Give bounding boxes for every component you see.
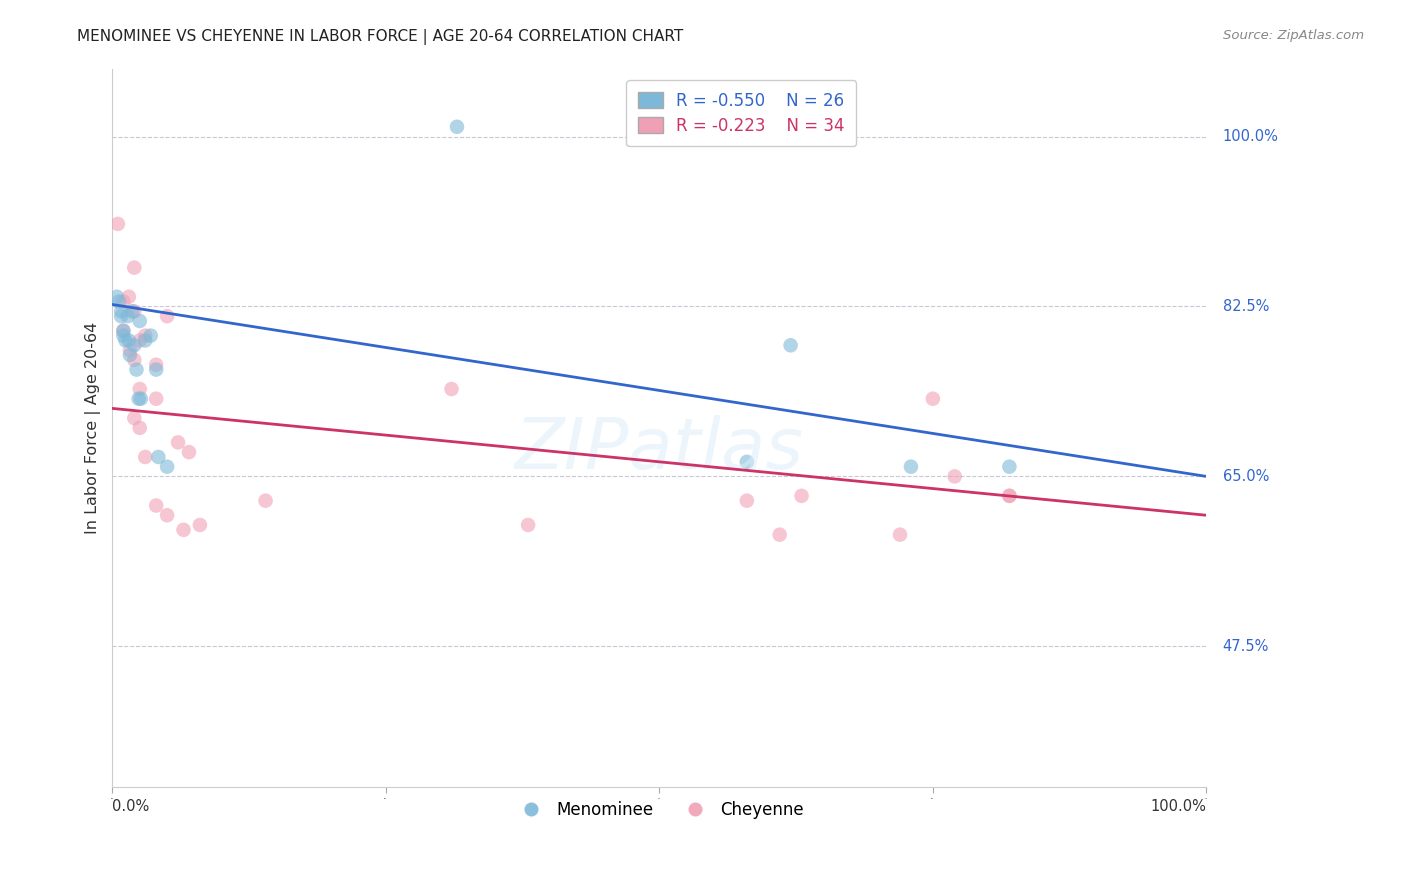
Point bbox=[735, 455, 758, 469]
Point bbox=[254, 493, 277, 508]
Text: 82.5%: 82.5% bbox=[1223, 299, 1270, 314]
Text: MENOMINEE VS CHEYENNE IN LABOR FORCE | AGE 20-64 CORRELATION CHART: MENOMINEE VS CHEYENNE IN LABOR FORCE | A… bbox=[77, 29, 683, 45]
Point bbox=[139, 328, 162, 343]
Point bbox=[921, 392, 943, 406]
Text: 65.0%: 65.0% bbox=[1223, 469, 1270, 483]
Point bbox=[118, 343, 141, 358]
Point bbox=[998, 459, 1021, 474]
Text: 0.0%: 0.0% bbox=[112, 799, 149, 814]
Text: Source: ZipAtlas.com: Source: ZipAtlas.com bbox=[1223, 29, 1364, 43]
Point bbox=[124, 304, 146, 318]
Legend: Menominee, Cheyenne: Menominee, Cheyenne bbox=[508, 794, 811, 826]
Point bbox=[108, 294, 131, 309]
Point bbox=[110, 304, 132, 318]
Text: ZIPatlas: ZIPatlas bbox=[515, 415, 804, 483]
Point bbox=[173, 523, 195, 537]
Point bbox=[145, 499, 167, 513]
Point bbox=[889, 527, 911, 541]
Point bbox=[446, 120, 468, 134]
Text: 100.0%: 100.0% bbox=[1223, 129, 1278, 144]
Point bbox=[134, 450, 156, 464]
Point bbox=[440, 382, 463, 396]
Point bbox=[128, 392, 150, 406]
Point bbox=[943, 469, 966, 483]
Point bbox=[188, 518, 211, 533]
Point bbox=[128, 382, 150, 396]
Point bbox=[129, 392, 152, 406]
Point bbox=[156, 508, 179, 523]
Point bbox=[118, 334, 141, 348]
Point bbox=[124, 338, 146, 352]
Point bbox=[900, 459, 922, 474]
Point bbox=[177, 445, 200, 459]
Point bbox=[998, 489, 1021, 503]
Point bbox=[735, 493, 758, 508]
Point bbox=[110, 309, 132, 323]
Point bbox=[145, 362, 167, 376]
Text: 100.0%: 100.0% bbox=[1150, 799, 1206, 814]
Point bbox=[124, 411, 146, 425]
Text: 47.5%: 47.5% bbox=[1223, 639, 1270, 654]
Point bbox=[118, 290, 141, 304]
Point bbox=[517, 518, 540, 533]
Point bbox=[148, 450, 170, 464]
Point bbox=[128, 334, 150, 348]
Point bbox=[128, 314, 150, 328]
Point bbox=[145, 358, 167, 372]
Point bbox=[167, 435, 190, 450]
Y-axis label: In Labor Force | Age 20-64: In Labor Force | Age 20-64 bbox=[86, 322, 101, 534]
Point bbox=[156, 309, 179, 323]
Point bbox=[134, 334, 156, 348]
Point bbox=[769, 527, 792, 541]
Point bbox=[124, 352, 146, 367]
Point bbox=[112, 324, 135, 338]
Point bbox=[124, 260, 146, 275]
Point bbox=[112, 328, 135, 343]
Point bbox=[107, 217, 129, 231]
Point bbox=[121, 304, 143, 318]
Point bbox=[114, 334, 136, 348]
Point bbox=[998, 489, 1021, 503]
Point bbox=[118, 348, 141, 362]
Point bbox=[125, 362, 148, 376]
Point bbox=[790, 489, 813, 503]
Point bbox=[779, 338, 801, 352]
Point bbox=[112, 294, 135, 309]
Point bbox=[128, 421, 150, 435]
Point bbox=[105, 290, 128, 304]
Point bbox=[117, 309, 139, 323]
Point bbox=[156, 459, 179, 474]
Point bbox=[134, 328, 156, 343]
Point bbox=[112, 324, 135, 338]
Point bbox=[145, 392, 167, 406]
